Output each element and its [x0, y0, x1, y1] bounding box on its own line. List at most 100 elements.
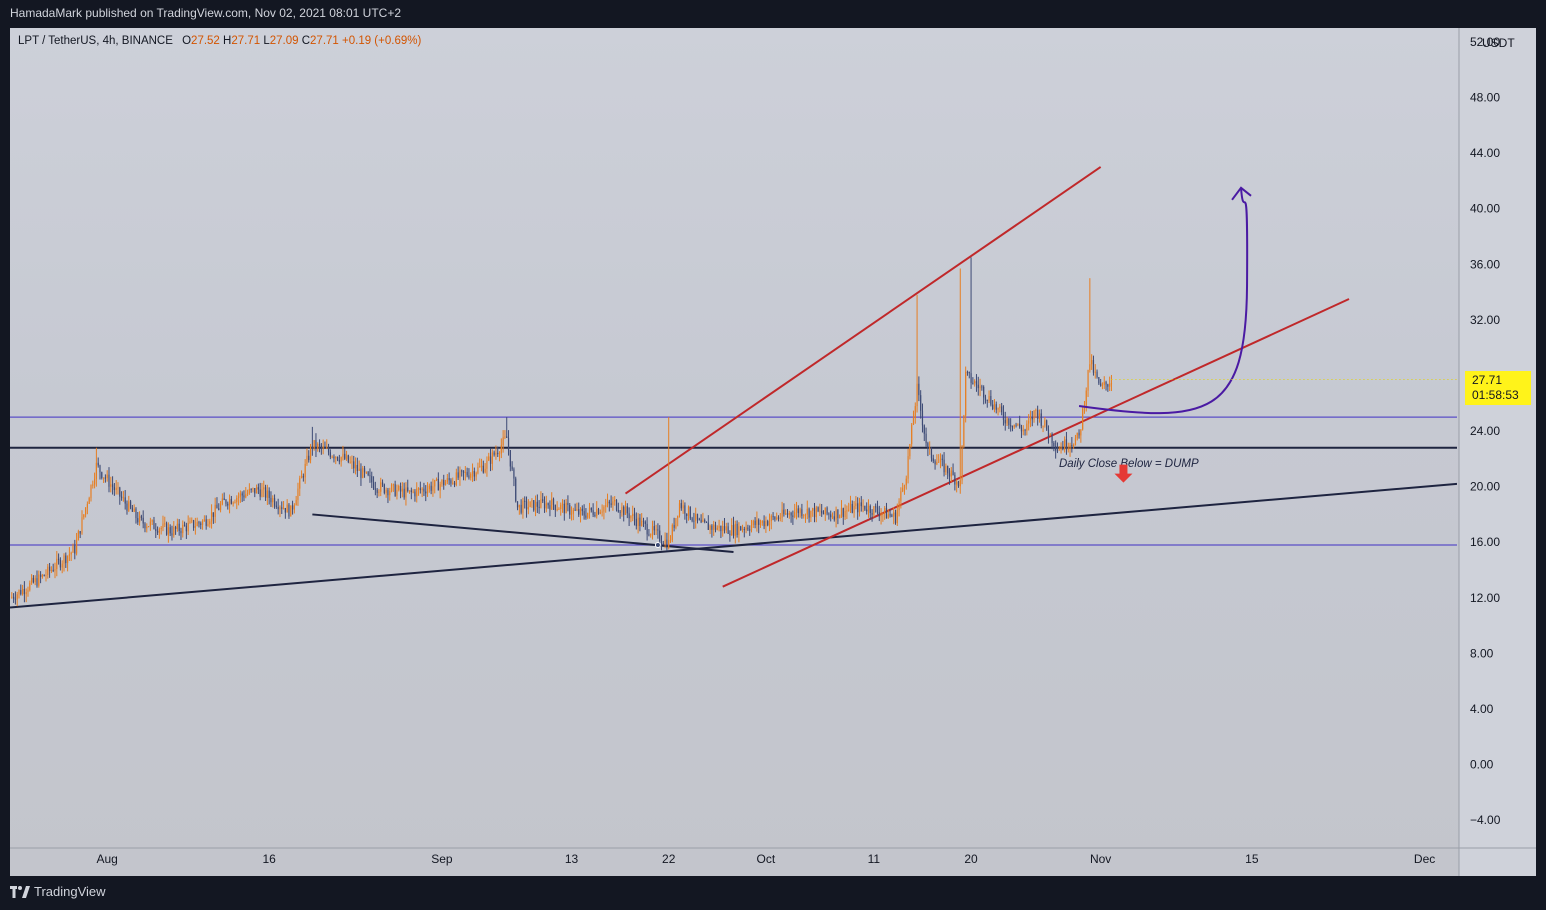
symbol-legend: LPT / TetherUS, 4h, BINANCE O27.52 H27.7… — [18, 35, 421, 47]
candle-body — [504, 436, 506, 438]
candle-body — [48, 566, 51, 571]
candle-body — [909, 444, 911, 457]
change-value: +0.19 (+0.69%) — [342, 35, 422, 47]
dump-down-arrow — [1114, 464, 1133, 483]
candle-body — [322, 446, 324, 449]
candle-body — [349, 461, 351, 463]
candle-body — [214, 504, 216, 517]
candle-body — [428, 485, 430, 490]
candle-body — [756, 519, 758, 525]
open-label: O — [182, 35, 192, 47]
candle-body — [133, 508, 135, 512]
candle-body — [405, 487, 407, 498]
candle-body — [763, 520, 765, 527]
candle-body — [329, 452, 331, 458]
candle-body — [288, 504, 290, 517]
candle-body — [120, 496, 123, 498]
time-tick-label: 11 — [868, 852, 881, 866]
candle-body — [896, 510, 898, 524]
candle-body — [423, 488, 425, 492]
candle-body — [387, 489, 389, 496]
candle-body — [286, 504, 288, 513]
candle-body — [254, 488, 256, 494]
candle-body — [1015, 424, 1017, 426]
candle-body — [579, 508, 582, 515]
candle-body — [1047, 429, 1050, 436]
candle-body — [275, 505, 277, 507]
candle-body — [443, 479, 445, 486]
candle-body — [675, 518, 677, 528]
candle-body — [272, 498, 274, 503]
candle-body — [659, 530, 661, 542]
candle-body — [32, 577, 34, 583]
candle-body — [12, 596, 15, 599]
candle-body — [1067, 448, 1069, 450]
candle-body — [140, 516, 142, 518]
chart-panel[interactable]: 52.0048.0044.0040.0036.0032.0028.0024.00… — [10, 28, 1536, 876]
candle-body — [759, 522, 762, 525]
candle-body — [966, 371, 969, 373]
candle-body — [335, 456, 337, 459]
candle-body — [1028, 420, 1030, 424]
candle-body — [236, 497, 238, 503]
candle-body — [862, 505, 864, 507]
candle-body — [869, 505, 871, 513]
candle-body — [459, 470, 461, 478]
time-tick-label: 13 — [565, 852, 579, 866]
candle-body — [855, 503, 857, 506]
candle-body — [135, 508, 137, 519]
candle-body — [414, 491, 416, 497]
candle-body — [365, 472, 367, 474]
candle-body — [1049, 433, 1051, 436]
candle-body — [345, 455, 348, 459]
candle-body — [723, 526, 726, 531]
candle-body — [1037, 409, 1039, 419]
candle-body — [399, 486, 402, 492]
candle-body — [162, 523, 164, 528]
candle-body — [43, 575, 45, 577]
candle-body — [543, 501, 546, 509]
bar-countdown: 01:58:53 — [1472, 388, 1519, 402]
candle-body — [698, 519, 700, 521]
price-chart[interactable]: 52.0048.0044.0040.0036.0032.0028.0024.00… — [10, 28, 1536, 876]
candle-body — [232, 502, 234, 504]
candle-body — [515, 478, 517, 502]
candle-body — [668, 540, 670, 549]
candle-body — [549, 505, 551, 510]
candle-body — [988, 396, 990, 401]
candle-body — [435, 478, 438, 481]
candle-body — [794, 512, 796, 517]
tradingview-footer[interactable]: TradingView — [10, 883, 106, 899]
candle-body — [1080, 429, 1082, 436]
candle-body — [437, 478, 439, 491]
candle-body — [972, 382, 974, 384]
candle-body — [597, 509, 600, 514]
candle-body — [992, 404, 994, 410]
candle-body — [781, 509, 783, 518]
candle-body — [210, 512, 213, 522]
candle-body — [1074, 438, 1077, 446]
candle-body — [1010, 425, 1012, 427]
candle-body — [39, 574, 42, 577]
candle-body — [945, 465, 947, 473]
candle-body — [650, 534, 652, 536]
candle-body — [282, 508, 285, 510]
candle-body — [88, 498, 90, 504]
candle-body — [531, 500, 533, 502]
candle-body — [592, 510, 594, 515]
candle-body — [376, 489, 378, 493]
candle-body — [774, 517, 776, 520]
candle-body — [569, 505, 571, 515]
candle-body — [381, 482, 384, 485]
candle-body — [509, 450, 511, 467]
candle-body — [1105, 381, 1107, 385]
candle-body — [466, 472, 468, 476]
price-axis-panel — [1459, 28, 1536, 876]
candle-body — [542, 499, 544, 502]
candle-body — [192, 520, 195, 528]
candle-body — [430, 485, 432, 491]
candle-body — [506, 436, 508, 438]
candle-body — [777, 517, 780, 519]
candle-body — [927, 443, 929, 449]
candle-body — [547, 503, 549, 506]
